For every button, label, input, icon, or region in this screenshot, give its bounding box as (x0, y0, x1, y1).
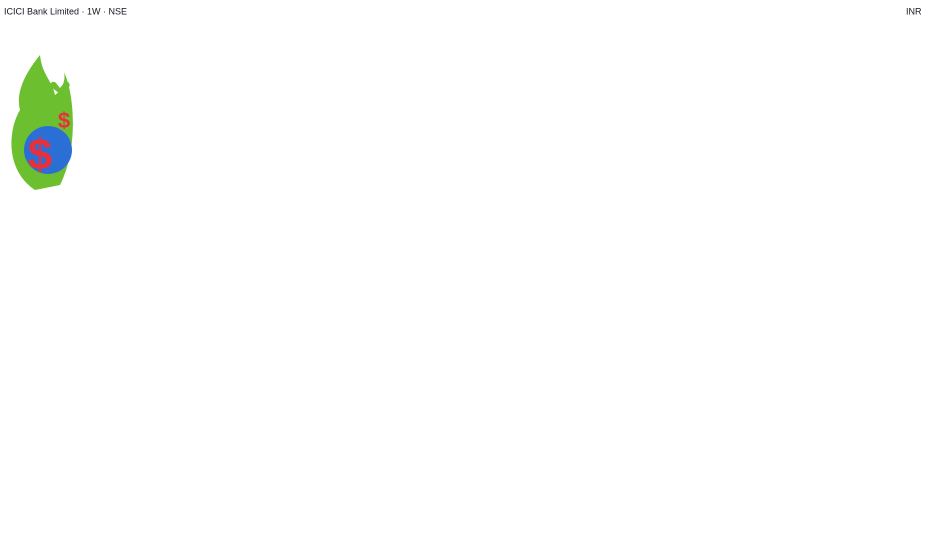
currency-label: INR (906, 6, 922, 16)
chart-title: ICICI Bank Limited · 1W · NSE (4, 6, 127, 16)
price-axis-bg (900, 0, 932, 550)
logo-dollar-small: $ (58, 108, 70, 133)
time-axis-bg (0, 530, 932, 550)
logo-globe (24, 126, 72, 174)
logo-heart (50, 81, 70, 94)
logo-dollar: $ (28, 131, 52, 180)
logo: $ $ (11, 55, 73, 190)
